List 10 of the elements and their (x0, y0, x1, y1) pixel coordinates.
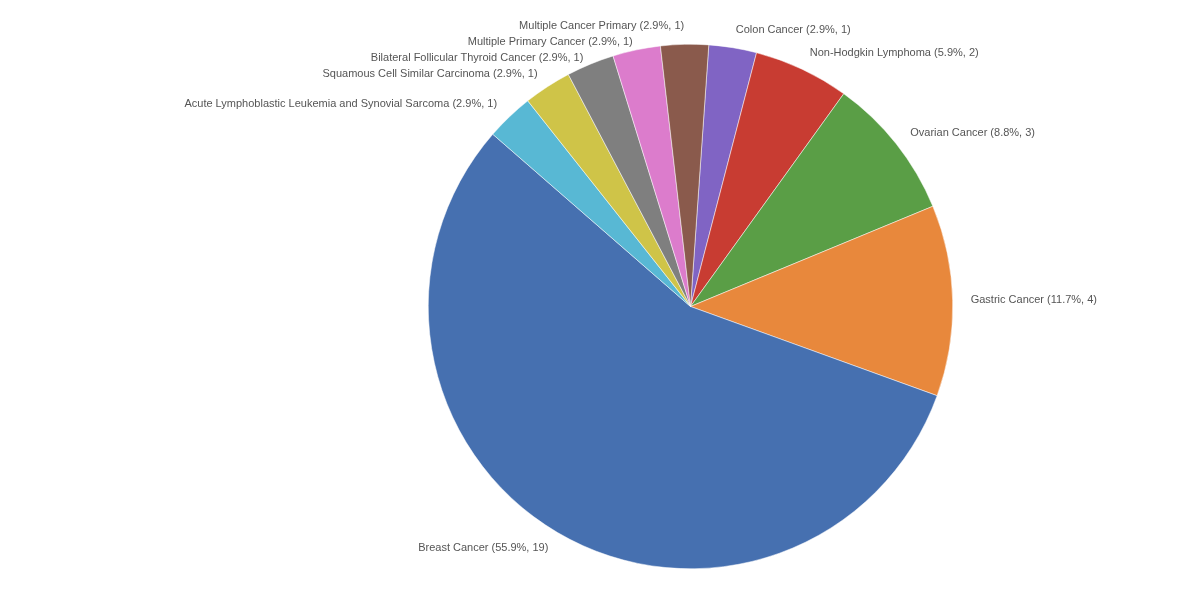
slice-label: Multiple Primary Cancer (2.9%, 1) (467, 35, 633, 48)
slice-label: Colon Cancer (2.9%, 1) (735, 22, 851, 35)
slice-label: Multiple Cancer Primary (2.9%, 1) (519, 19, 685, 32)
slice-label: Gastric Cancer (11.7%, 4) (970, 293, 1098, 306)
slice-label: Bilateral Follicular Thyroid Cancer (2.9%, 1) (370, 51, 584, 64)
slice-label: Acute Lymphoblastic Leukemia and Synovial Sarcoma (2.9%, 1) (184, 96, 498, 109)
slice-label: Breast Cancer (55.9%, 19) (418, 541, 549, 554)
slice-label: Non-Hodgkin Lymphoma (5.9%, 2) (809, 45, 979, 58)
slice-label: Squamous Cell Similar Carcinoma (2.9%, 1) (322, 67, 538, 80)
slice-label: Ovarian Cancer (8.8%, 3) (910, 125, 1035, 138)
